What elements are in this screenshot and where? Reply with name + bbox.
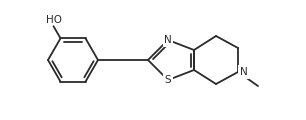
Text: N: N bbox=[164, 35, 172, 45]
Text: S: S bbox=[165, 75, 171, 85]
Text: HO: HO bbox=[46, 15, 62, 25]
Text: N: N bbox=[240, 67, 248, 77]
